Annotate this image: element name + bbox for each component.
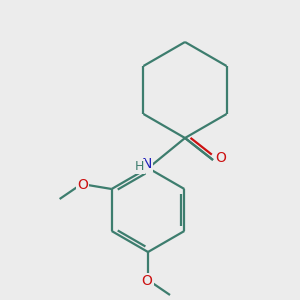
Text: O: O [142,274,152,288]
Text: H: H [134,160,144,172]
Text: O: O [77,178,88,192]
Text: O: O [216,151,226,165]
Text: N: N [142,157,152,171]
